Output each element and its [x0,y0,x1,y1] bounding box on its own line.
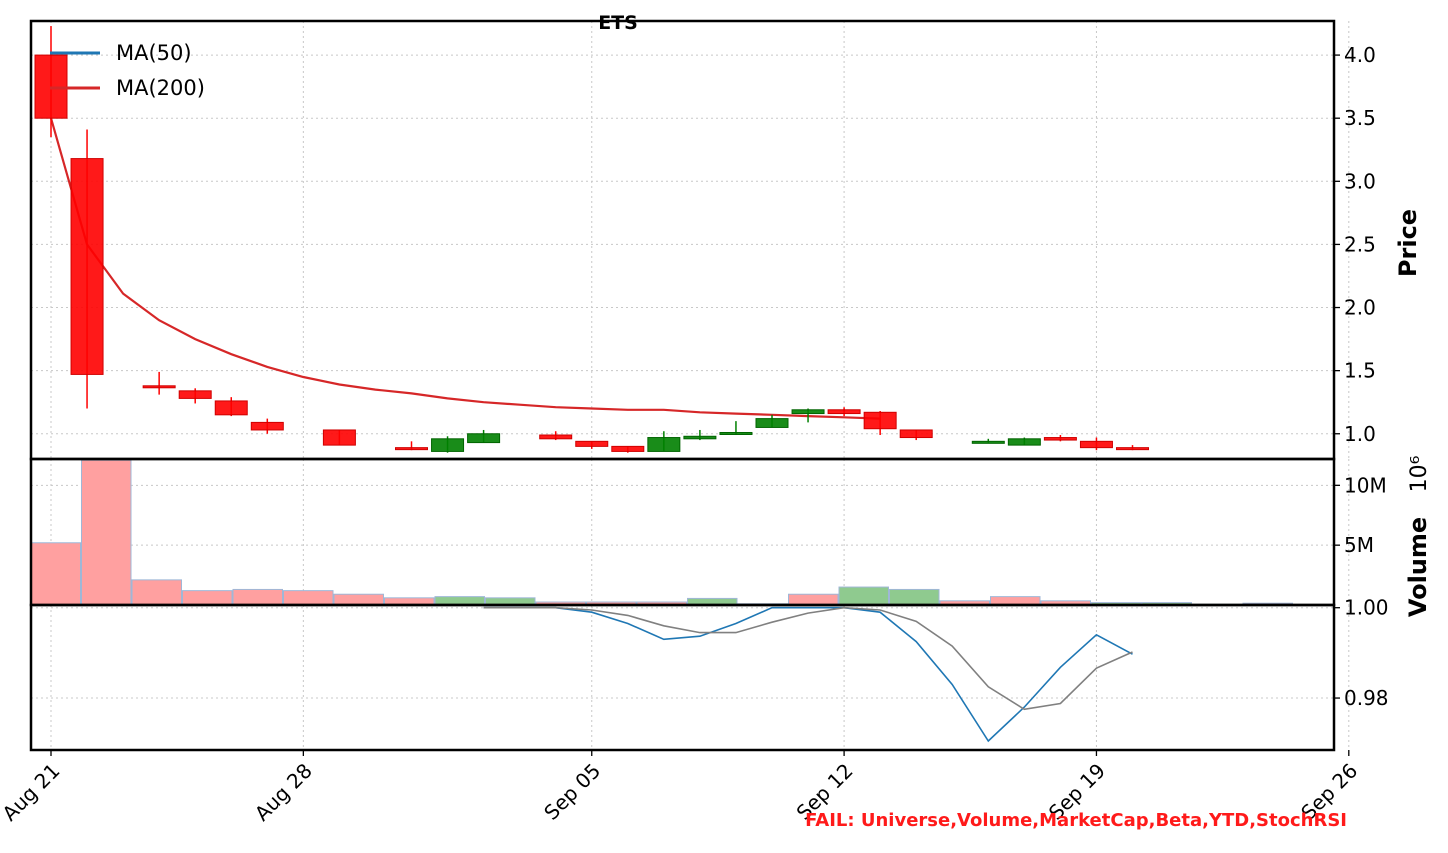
volume-axis-label: Volume [1404,517,1432,617]
candle [34,26,68,138]
candle-body [647,437,681,452]
candle [719,421,753,436]
volume-bar [30,542,81,606]
candle-body [863,411,897,430]
candle [575,440,609,449]
candle-body [431,438,465,452]
x-tick-label: Aug 21 [0,759,65,826]
volume-panel-frame [29,457,1336,607]
indicator-panel-frame [29,603,1336,752]
price-panel-frame [29,19,1336,461]
candle [755,414,789,428]
legend-label-ma200: MA(200) [116,76,205,100]
volume-bar [788,593,839,606]
candle [178,388,212,404]
candle [322,429,356,446]
indicator-layer [483,606,1133,743]
volume-bar [990,596,1041,606]
ma-line [49,117,881,420]
indicator-line [483,606,1133,711]
price-tick-label: 2.5 [1344,232,1376,256]
volume-bar [889,588,940,606]
x-tick-label: Sep 05 [539,759,605,825]
volume-bar [333,593,384,606]
legend-label-ma50: MA(50) [116,41,192,65]
candlestick-layer [34,26,1149,453]
candle-body [1007,438,1041,446]
volume-layer [30,459,1293,606]
candle-body [575,440,609,447]
candle [827,407,861,417]
candle [1007,437,1041,446]
price-tick-label: 3.0 [1344,169,1376,193]
volume-tick-label: 10M [1344,473,1387,497]
legend: MA(50) MA(200) [50,41,205,100]
price-tick-label: 2.0 [1344,296,1376,320]
chart-title: ETS [598,12,638,34]
volume-bar [182,590,233,606]
volume-bar [838,586,889,606]
volume-bar [232,588,283,606]
candle [1043,435,1077,442]
candle [899,429,933,441]
candle-body [178,390,212,399]
volume-bar [81,459,132,606]
candle-body [827,409,861,415]
candle-body [1043,437,1077,441]
price-tick-label: 4.0 [1344,43,1376,67]
volume-bar [283,590,334,606]
candle-body [322,429,356,446]
candle-body [395,447,428,451]
candle-body [142,385,176,389]
candle [214,397,248,417]
candle-body [971,440,1005,444]
candle-body [250,421,284,431]
candle-body [791,409,825,415]
candle-body [1116,447,1149,451]
candle [647,431,681,452]
price-tick-label: 1.0 [1344,422,1376,446]
candle [250,418,284,434]
panel-frames [29,19,1336,752]
candle [467,429,501,444]
candle-body [719,431,753,435]
candle [611,445,645,453]
price-tick-label: 1.5 [1344,359,1376,383]
fail-annotation: FAIL: Universe,Volume,MarketCap,Beta,YTD… [805,810,1347,831]
indicator-tick-label: 0.98 [1344,686,1389,710]
volume-bar [434,596,485,606]
indicator-tick-label: 1.00 [1344,596,1389,620]
candle-body [611,445,645,452]
price-axis-label: Price [1394,209,1422,277]
grid-layer [31,21,1350,750]
candle [971,438,1005,444]
candle-body [1079,440,1113,449]
candle-body [683,435,717,440]
candle [791,408,825,423]
volume-multiplier: 10⁶ [1407,455,1432,492]
axis-ticks: Aug 21 Aug 28 Sep 05 Sep 12 Sep 19 Sep 261.01… [0,43,1389,826]
volume-tick-label: 5M [1344,533,1374,557]
candle [1116,445,1149,451]
price-tick-label: 3.5 [1344,106,1376,130]
candle [142,371,176,395]
candle [431,436,465,453]
candle [539,431,573,441]
volume-bar [131,579,182,606]
candle-body [214,400,248,416]
moving-average-layer [49,117,881,420]
candle-body [467,433,501,444]
candle-body [899,429,933,439]
candle-body [755,418,789,428]
candle [863,411,897,436]
candle [683,429,717,441]
candle-body [539,434,573,440]
indicator-line [483,606,1133,743]
candle-body [70,158,104,375]
candle [70,129,104,409]
candle [1079,437,1113,451]
candle [395,441,428,451]
x-tick-label: Aug 28 [250,759,317,826]
